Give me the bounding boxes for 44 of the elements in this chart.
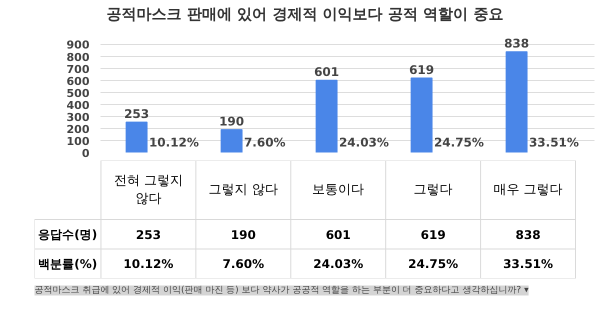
text: 공적마스크 취급에 있어 경제적 이익(판매 마진 등) 보다 약사가 공공적 역할을 하는 부분이 더 중요하다고 생각하십니까? ▾ [34,286,530,296]
bar [410,78,433,153]
data-label: 619 [420,228,446,242]
x-tick-label: 보통이다 [312,182,364,198]
y-tick-label: 200 [66,123,90,136]
x-tick-label: 그렇다 [414,182,453,198]
y-tick-label: 500 [66,87,90,100]
y-tick-label: 800 [66,51,90,64]
annotation: 10.12% [148,136,199,150]
annotation: 33.51% [528,136,579,150]
data-label: 601 [326,228,351,242]
text: 33.51% [503,257,554,272]
bar [220,130,243,153]
text: 응답수(명) [38,228,98,242]
x-tick-label: 전혀 그렇지 않다 [114,174,183,207]
bar [126,122,148,153]
y-tick-label: 700 [66,63,90,76]
data-label: 838 [516,228,541,242]
y-tick-label: 100 [66,135,90,148]
text: 24.75% [408,257,458,272]
x-tick-label: 매우 그렇다 [493,182,563,198]
text: 10.12% [123,257,174,272]
y-tick-label: 400 [66,99,90,112]
text: 619 [409,63,434,78]
y-tick-label: 600 [66,75,90,88]
text: 7.60% [222,257,264,272]
text: 24.03% [313,257,364,272]
x-tick-label: 그렇지 않다 [208,182,278,198]
text: 백분률(%) [38,257,98,272]
annotation: 24.03% [338,136,389,150]
y-tick-label: 300 [66,111,90,124]
bar [506,52,528,153]
data-label: 253 [136,228,161,242]
annotation: 24.75% [434,136,484,150]
text: 253 [124,107,150,122]
y-tick-label: 900 [66,39,90,52]
chart-title: 공적마스크 판매에 있어 경제적 이익보다 공적 역할이 중요 [106,4,504,25]
annotation: 7.60% [244,136,286,150]
data-label: 190 [230,228,256,242]
bar [316,80,338,153]
text: 601 [314,66,340,80]
text: 190 [219,115,244,130]
y-tick-label: 0 [82,147,90,160]
text: 838 [504,37,530,52]
